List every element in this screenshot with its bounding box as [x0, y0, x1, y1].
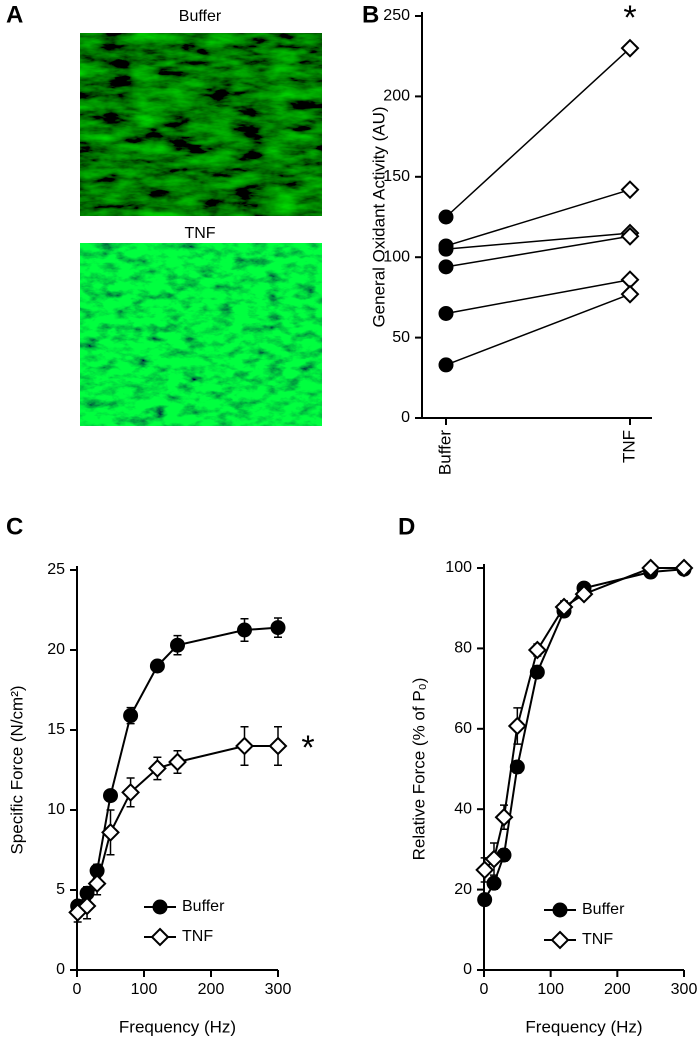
- pair-line: [445, 47, 631, 218]
- marker: [620, 226, 640, 246]
- x-tick-label: 300: [265, 981, 292, 998]
- panel-letter: D: [398, 513, 415, 540]
- marker: [554, 597, 574, 617]
- annotation: *: [301, 729, 314, 767]
- marker: [270, 620, 286, 636]
- marker: [438, 209, 454, 225]
- y-tick-label: 100: [445, 559, 472, 576]
- marker: [168, 752, 187, 772]
- marker: [123, 708, 139, 724]
- marker: [170, 637, 185, 653]
- marker: [674, 558, 694, 578]
- y-tick-label: 60: [454, 720, 472, 737]
- marker: [552, 902, 568, 918]
- marker: [529, 664, 545, 680]
- image-label: TNF: [184, 225, 215, 242]
- y-axis-label: Specific Force (N/cm²): [7, 685, 26, 854]
- y-tick-label: 0: [56, 961, 65, 978]
- legend-label: TNF: [182, 928, 213, 945]
- marker: [121, 782, 141, 802]
- marker: [268, 736, 288, 756]
- marker: [438, 259, 454, 275]
- y-axis-label: General Oxidant Activity (AU): [369, 106, 388, 327]
- micrograph: [80, 33, 322, 216]
- series-line: [483, 568, 685, 901]
- y-tick-label: 50: [392, 329, 410, 346]
- marker: [620, 284, 640, 304]
- y-tick-label: 0: [463, 961, 472, 978]
- marker: [527, 640, 547, 660]
- x-tick-label: 200: [604, 981, 631, 998]
- image-label: Buffer: [179, 8, 222, 25]
- marker: [438, 305, 454, 321]
- marker: [149, 658, 165, 674]
- pair-line: [445, 188, 631, 247]
- pair-line: [445, 232, 631, 250]
- y-tick-label: 20: [47, 641, 65, 658]
- marker: [550, 930, 570, 950]
- marker: [574, 584, 594, 604]
- marker: [494, 807, 514, 827]
- series-line: [483, 567, 684, 871]
- marker: [620, 180, 640, 200]
- y-tick-label: 150: [383, 168, 410, 185]
- y-tick-label: 250: [383, 7, 410, 24]
- legend-label: Buffer: [582, 901, 625, 918]
- pair-line: [445, 278, 631, 315]
- x-tick-label: 100: [131, 981, 158, 998]
- x-tick-label: 300: [671, 981, 698, 998]
- pair-line: [445, 293, 631, 366]
- marker: [77, 896, 97, 916]
- y-tick-label: 80: [454, 640, 472, 657]
- y-tick-label: 5: [56, 881, 65, 898]
- pair-line: [445, 235, 631, 268]
- marker: [484, 849, 504, 869]
- panel-letter: A: [6, 1, 23, 28]
- y-tick-label: 40: [454, 800, 472, 817]
- legend-label: Buffer: [182, 898, 225, 915]
- x-tick-label: 0: [73, 981, 82, 998]
- marker: [438, 241, 454, 257]
- x-axis-label: Frequency (Hz): [525, 1017, 642, 1036]
- marker: [152, 899, 168, 915]
- y-axis-label: Relative Force (% of P₀): [409, 678, 428, 861]
- marker: [641, 558, 661, 578]
- y-tick-label: 15: [47, 721, 65, 738]
- marker: [87, 874, 107, 894]
- annotation: *: [623, 0, 636, 37]
- y-tick-label: 0: [401, 409, 410, 426]
- x-axis-label: Frequency (Hz): [119, 1017, 236, 1036]
- marker: [235, 736, 254, 756]
- marker: [509, 759, 525, 775]
- panel-letter: C: [6, 513, 23, 540]
- marker: [438, 357, 454, 373]
- marker: [237, 622, 252, 638]
- y-tick-label: 10: [47, 801, 65, 818]
- marker: [150, 927, 170, 947]
- y-tick-label: 100: [383, 248, 410, 265]
- marker: [486, 875, 502, 891]
- x-tick-label: 0: [480, 981, 489, 998]
- marker: [101, 822, 120, 842]
- marker: [475, 860, 495, 880]
- marker: [477, 892, 493, 908]
- x-tick-label: 200: [198, 981, 225, 998]
- panel-letter: B: [362, 1, 379, 28]
- marker: [147, 758, 167, 778]
- marker: [507, 716, 527, 736]
- micrograph: [80, 243, 322, 426]
- y-tick-label: 20: [454, 881, 472, 898]
- marker: [103, 788, 118, 804]
- x-tick-label: Buffer: [435, 430, 454, 475]
- x-tick-label: 100: [537, 981, 564, 998]
- x-tick-label: TNF: [619, 430, 638, 463]
- y-tick-label: 200: [383, 88, 410, 105]
- legend-label: TNF: [582, 931, 613, 948]
- marker: [620, 38, 640, 58]
- y-tick-label: 25: [47, 561, 65, 578]
